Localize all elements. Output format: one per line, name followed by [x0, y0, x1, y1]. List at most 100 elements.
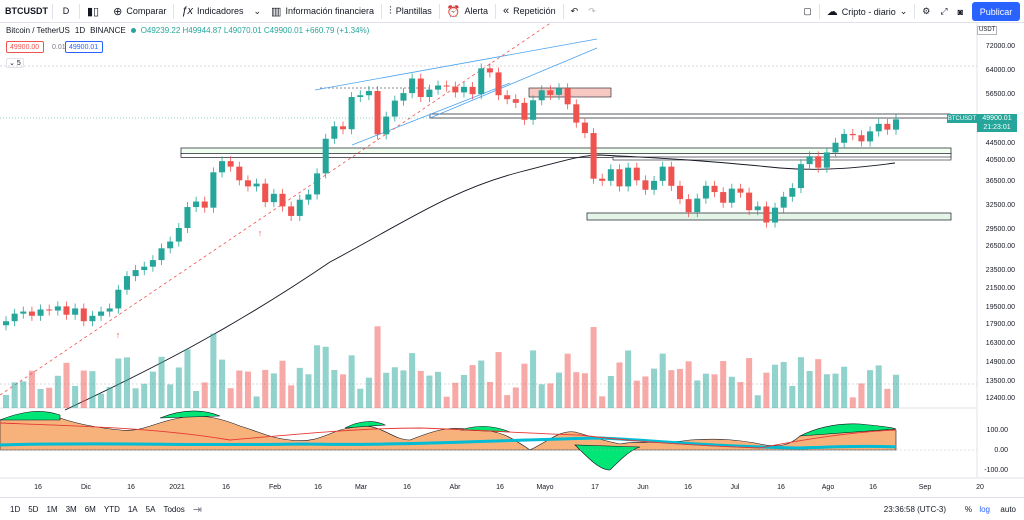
- volume-bar: [685, 361, 692, 408]
- price-tick-label: 44500.00: [986, 140, 1015, 147]
- candle-body: [339, 126, 347, 130]
- channel-lower-line: [429, 47, 598, 119]
- publish-button[interactable]: Publicar: [972, 2, 1020, 21]
- candle-body: [892, 119, 900, 130]
- interval-button[interactable]: D: [55, 0, 77, 23]
- collapse-legend-button[interactable]: ⌄ 5: [6, 58, 24, 68]
- channel-mid-line: [351, 82, 511, 146]
- settings-button[interactable]: ⚙: [917, 0, 935, 23]
- currency-badge[interactable]: USDT: [977, 26, 998, 36]
- volume-bar: [184, 349, 191, 408]
- candle-body: [590, 133, 597, 179]
- symbol-label: BTCUSDT: [5, 6, 48, 16]
- redo-button[interactable]: ↷: [583, 0, 601, 23]
- replay-button[interactable]: «Repetición: [498, 0, 561, 23]
- candle-body: [676, 185, 684, 200]
- candle-body: [884, 123, 891, 130]
- last-price-badge: 49900.01 21:23:01: [977, 114, 1017, 132]
- compare-button[interactable]: ⊕ Comparar: [108, 0, 171, 23]
- volume-bar: [547, 383, 554, 408]
- volume-bar: [365, 377, 372, 408]
- auto-scale-toggle[interactable]: auto: [1000, 504, 1016, 514]
- range-button[interactable]: YTD: [103, 504, 120, 514]
- candle-body: [46, 309, 53, 311]
- sell-price-button[interactable]: 49900.00: [6, 41, 44, 53]
- indicators-button[interactable]: ƒx Indicadores: [176, 0, 248, 23]
- candle-body: [417, 78, 424, 98]
- alert-button[interactable]: ⏰ Alerta: [442, 0, 493, 23]
- time-tick-label: Feb: [269, 484, 281, 491]
- calendar-icon[interactable]: ⇥: [192, 503, 203, 516]
- volume-bar: [158, 356, 165, 408]
- volume-bar: [754, 395, 761, 408]
- candle-body: [547, 90, 554, 95]
- price-tick-label: 32500.00: [986, 202, 1015, 209]
- volume-bar: [314, 345, 321, 408]
- candle-body: [357, 95, 364, 98]
- candle-body: [452, 86, 459, 93]
- candle-body: [616, 169, 623, 187]
- divider: [173, 3, 175, 19]
- candle-body: [772, 207, 779, 223]
- volume-bar: [676, 368, 684, 408]
- range-button[interactable]: 5A: [145, 504, 156, 514]
- candle-body: [555, 88, 563, 95]
- utc-clock[interactable]: 23:36:58 (UTC-3): [883, 504, 946, 514]
- candle-body: [530, 100, 537, 120]
- function-icon: ƒx: [181, 5, 193, 17]
- range-button[interactable]: Todos: [163, 504, 185, 514]
- symbol-search-button[interactable]: BTCUSDT: [0, 0, 50, 23]
- candle-body: [279, 193, 286, 207]
- candle-body: [236, 166, 243, 181]
- templates-icon: ⫶: [389, 4, 392, 17]
- percent-scale-toggle[interactable]: %: [964, 504, 972, 514]
- snapshot-button[interactable]: ◙: [953, 0, 968, 23]
- range-button[interactable]: 1A: [127, 504, 138, 514]
- redo-icon: ↷: [588, 5, 596, 16]
- range-button[interactable]: 1D: [10, 504, 21, 514]
- candle-body: [720, 192, 727, 203]
- price-tick-label: 56500.00: [986, 91, 1015, 98]
- time-tick-label: 16: [314, 484, 322, 491]
- undo-button[interactable]: ↶: [566, 0, 584, 23]
- buy-price-button[interactable]: 49900.01: [65, 41, 103, 53]
- volume-bar: [236, 370, 243, 408]
- financials-button[interactable]: ▥ Información financiera: [266, 0, 379, 23]
- candle-body: [599, 178, 606, 181]
- candles-icon: ▮▯: [87, 5, 100, 18]
- candle-body: [625, 167, 632, 187]
- volume-bar: [659, 353, 666, 408]
- fullscreen-button[interactable]: ⤢: [935, 0, 952, 23]
- market-open-icon: [130, 28, 136, 33]
- candle-style-button[interactable]: ▮▯: [82, 0, 108, 23]
- templates-button[interactable]: ⫶ Plantillas: [384, 0, 437, 23]
- range-button[interactable]: 6M: [84, 504, 96, 514]
- candle-body: [270, 193, 277, 203]
- candle-body: [486, 68, 493, 73]
- volume-bar: [201, 382, 208, 408]
- indicators-dropdown[interactable]: ⌄: [249, 0, 267, 23]
- oscillator-tick-label: -100.00: [984, 467, 1008, 474]
- range-button[interactable]: 3M: [65, 504, 77, 514]
- time-tick-label: 16: [684, 484, 692, 491]
- legend-title[interactable]: Bitcoin / TetherUS: [6, 26, 70, 35]
- volume-bar: [780, 361, 787, 408]
- volume-bar: [486, 381, 493, 408]
- candle-body: [72, 308, 79, 315]
- volume-bar: [590, 327, 597, 408]
- candle-body: [20, 311, 27, 314]
- volume-bar: [763, 372, 770, 408]
- candle-body: [348, 97, 355, 130]
- candle-body: [633, 167, 640, 181]
- layout-button[interactable]: ▢: [798, 0, 817, 23]
- volume-bar: [867, 370, 874, 408]
- symbol-tag-label: BTCUSDT: [947, 115, 977, 122]
- log-scale-toggle[interactable]: log: [979, 504, 990, 514]
- range-button[interactable]: 1M: [46, 504, 58, 514]
- range-button[interactable]: 5D: [28, 504, 39, 514]
- watchlist-button[interactable]: ☁ Cripto - diario ⌄: [822, 0, 913, 23]
- candle-body: [227, 161, 234, 167]
- candle-body: [435, 85, 442, 90]
- volume-bar: [642, 376, 649, 408]
